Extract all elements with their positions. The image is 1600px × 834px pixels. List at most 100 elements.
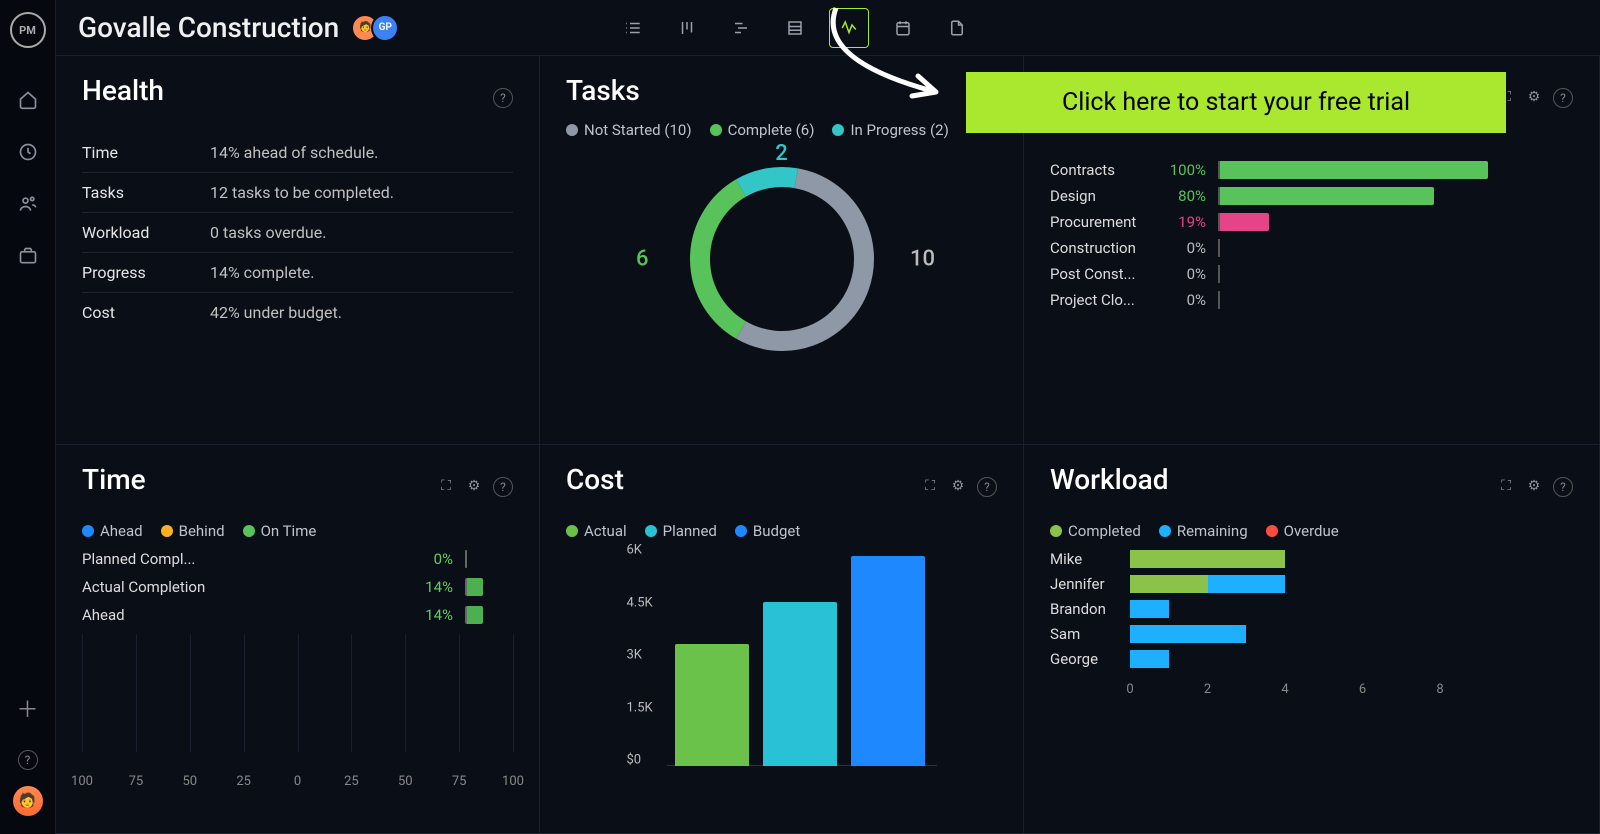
project-members[interactable]: 🧑 GP [359,14,399,42]
health-label: Time [82,143,210,162]
view-sheet-icon[interactable] [775,8,815,48]
time-pct: 14% [405,606,453,624]
panel-help-icon[interactable]: ? [1553,477,1573,497]
view-file-icon[interactable] [937,8,977,48]
panel-help-icon[interactable]: ? [493,88,513,108]
health-value: 0 tasks overdue. [210,223,326,242]
view-calendar-icon[interactable] [883,8,923,48]
health-value: 14% ahead of schedule. [210,143,378,162]
legend-item: Completed [1050,522,1141,540]
workload-bar [1130,550,1573,568]
progress-name: Procurement [1050,213,1150,231]
donut-label-right: 10 [910,247,935,272]
progress-pct: 0% [1162,239,1206,257]
add-icon[interactable]: ＋ [16,696,40,720]
health-label: Workload [82,223,210,242]
time-axis: 1007550250255075100 [82,634,513,774]
tasks-donut-chart [682,159,882,359]
progress-name: Project Clo... [1050,291,1150,309]
health-label: Progress [82,263,210,282]
workload-panel: Workload ⛶ ⚙ ? CompletedRemainingOverdue… [1024,445,1600,834]
workload-bar [1130,600,1573,618]
legend-item: Budget [735,522,800,540]
workload-name: Brandon [1050,600,1120,618]
progress-name: Post Const... [1050,265,1150,283]
donut-label-left: 6 [636,247,649,272]
panel-title: Health [82,74,164,107]
expand-icon[interactable]: ⛶ [1497,477,1515,495]
time-row: Actual Completion 14% [82,578,513,596]
settings-icon[interactable]: ⚙ [465,477,483,495]
team-icon[interactable] [16,192,40,216]
health-row: Progress14% complete. [82,253,513,293]
recent-icon[interactable] [16,140,40,164]
progress-name: Design [1050,187,1150,205]
workload-legend: CompletedRemainingOverdue [1050,522,1573,540]
panel-title: Cost [566,463,624,496]
user-avatar[interactable]: 🧑 [13,786,43,816]
time-row: Planned Compl... 0% [82,550,513,568]
time-pct: 0% [405,550,453,568]
progress-name: Contracts [1050,161,1150,179]
cost-panel: Cost ⛶ ⚙ ? ActualPlannedBudget 6K4.5K3K1… [540,445,1024,834]
portfolio-icon[interactable] [16,244,40,268]
progress-row: Construction 0% [1050,239,1573,257]
progress-pct: 0% [1162,291,1206,309]
health-label: Cost [82,303,210,322]
legend-item: Not Started (10) [566,121,692,139]
cost-bar [675,644,749,767]
cost-bar-chart: 6K4.5K3K1.5K$0 [627,550,937,790]
app-logo[interactable]: PM [10,12,46,48]
progress-bar [1218,239,1573,257]
progress-bar [1218,187,1573,205]
health-panel: Health ? Time14% ahead of schedule. Tasks… [56,56,540,445]
legend-item: Remaining [1159,522,1248,540]
workload-name: Jennifer [1050,575,1120,593]
tasks-legend: Not Started (10) Complete (6) In Progress … [566,121,997,139]
project-title: Govalle Construction [78,11,339,44]
workload-name: George [1050,650,1120,668]
progress-pct: 80% [1162,187,1206,205]
view-board-icon[interactable] [667,8,707,48]
cost-bar [851,556,925,766]
workload-name: Sam [1050,625,1120,643]
expand-icon[interactable]: ⛶ [437,477,455,495]
progress-row: Project Clo... 0% [1050,291,1573,309]
settings-icon[interactable]: ⚙ [1525,477,1543,495]
health-row: Cost42% under budget. [82,293,513,332]
panel-title: Tasks [566,74,997,107]
progress-row: Procurement 19% [1050,213,1573,231]
cost-legend: ActualPlannedBudget [566,522,997,540]
progress-pct: 0% [1162,265,1206,283]
workload-bar [1130,575,1573,593]
free-trial-cta[interactable]: Click here to start your free trial [966,72,1506,133]
view-dashboard-icon[interactable] [829,8,869,48]
legend-item: Complete (6) [710,121,815,139]
view-gantt-icon[interactable] [721,8,761,48]
home-icon[interactable] [16,88,40,112]
health-label: Tasks [82,183,210,202]
expand-icon[interactable]: ⛶ [921,477,939,495]
health-row: Tasks12 tasks to be completed. [82,173,513,213]
panel-help-icon[interactable]: ? [977,477,997,497]
help-icon[interactable]: ? [16,748,40,772]
settings-icon[interactable]: ⚙ [949,477,967,495]
legend-item: Ahead [82,522,143,540]
legend-item: Behind [161,522,225,540]
panel-help-icon[interactable]: ? [493,477,513,497]
workload-row: Brandon [1050,600,1573,618]
panel-help-icon[interactable]: ? [1553,88,1573,108]
settings-icon[interactable]: ⚙ [1525,88,1543,106]
view-list-icon[interactable] [613,8,653,48]
progress-row: Design 80% [1050,187,1573,205]
health-value: 14% complete. [210,263,315,282]
workload-row: George [1050,650,1573,668]
time-pct: 14% [405,578,453,596]
legend-item: In Progress (2) [832,121,948,139]
progress-name: Construction [1050,239,1150,257]
workload-row: Sam [1050,625,1573,643]
time-name: Actual Completion [82,578,222,596]
sidebar: PM ＋ ? 🧑 [0,0,56,834]
time-row: Ahead 14% [82,606,513,624]
workload-row: Mike [1050,550,1573,568]
